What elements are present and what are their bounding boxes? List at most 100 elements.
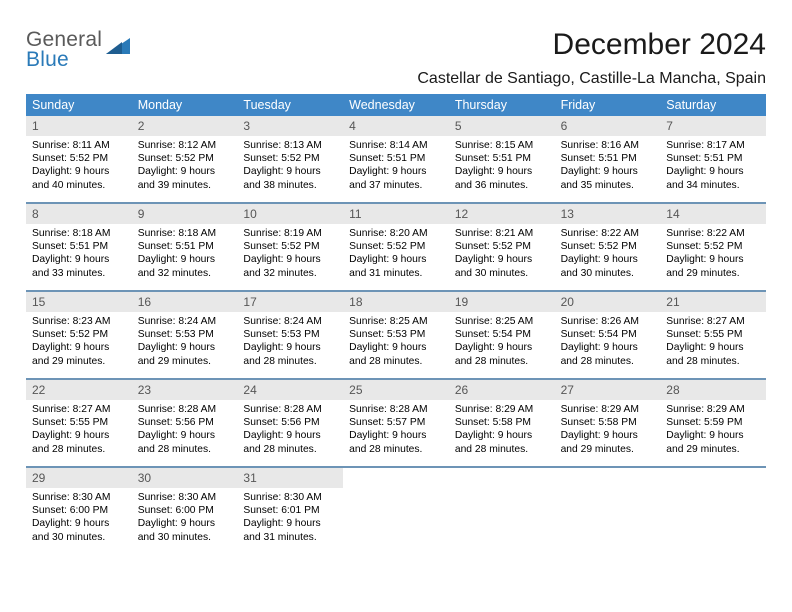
calendar-cell: 3Sunrise: 8:13 AMSunset: 5:52 PMDaylight… — [237, 116, 343, 202]
calendar-cell: 27Sunrise: 8:29 AMSunset: 5:58 PMDayligh… — [555, 380, 661, 466]
page-subtitle: Castellar de Santiago, Castille-La Manch… — [417, 70, 766, 88]
calendar-cell: 4Sunrise: 8:14 AMSunset: 5:51 PMDaylight… — [343, 116, 449, 202]
day-number: 16 — [132, 292, 238, 312]
calendar-cell: 29Sunrise: 8:30 AMSunset: 6:00 PMDayligh… — [26, 468, 132, 554]
day-number: 27 — [555, 380, 661, 400]
day-body: Sunrise: 8:28 AMSunset: 5:57 PMDaylight:… — [343, 400, 449, 462]
day-body: Sunrise: 8:26 AMSunset: 5:54 PMDaylight:… — [555, 312, 661, 374]
logo-text-bottom: Blue — [26, 50, 102, 70]
calendar-cell: 31Sunrise: 8:30 AMSunset: 6:01 PMDayligh… — [237, 468, 343, 554]
day-number: 14 — [660, 204, 766, 224]
day-number: 26 — [449, 380, 555, 400]
day-number: 31 — [237, 468, 343, 488]
day-number: 1 — [26, 116, 132, 136]
dow-tuesday: Tuesday — [237, 94, 343, 116]
day-number: 30 — [132, 468, 238, 488]
day-number: 3 — [237, 116, 343, 136]
calendar-cell: 18Sunrise: 8:25 AMSunset: 5:53 PMDayligh… — [343, 292, 449, 378]
day-body: Sunrise: 8:16 AMSunset: 5:51 PMDaylight:… — [555, 136, 661, 198]
calendar-cell: 14Sunrise: 8:22 AMSunset: 5:52 PMDayligh… — [660, 204, 766, 290]
day-number: 9 — [132, 204, 238, 224]
calendar-week: 29Sunrise: 8:30 AMSunset: 6:00 PMDayligh… — [26, 466, 766, 554]
day-body: Sunrise: 8:29 AMSunset: 5:59 PMDaylight:… — [660, 400, 766, 462]
day-number: 17 — [237, 292, 343, 312]
day-number: 20 — [555, 292, 661, 312]
calendar-body: 1Sunrise: 8:11 AMSunset: 5:52 PMDaylight… — [26, 116, 766, 554]
day-body: Sunrise: 8:18 AMSunset: 5:51 PMDaylight:… — [26, 224, 132, 286]
calendar-cell: 12Sunrise: 8:21 AMSunset: 5:52 PMDayligh… — [449, 204, 555, 290]
day-body: Sunrise: 8:19 AMSunset: 5:52 PMDaylight:… — [237, 224, 343, 286]
dow-header-row: Sunday Monday Tuesday Wednesday Thursday… — [26, 94, 766, 116]
calendar-cell: 15Sunrise: 8:23 AMSunset: 5:52 PMDayligh… — [26, 292, 132, 378]
day-body: Sunrise: 8:12 AMSunset: 5:52 PMDaylight:… — [132, 136, 238, 198]
day-number: 29 — [26, 468, 132, 488]
calendar-cell: 13Sunrise: 8:22 AMSunset: 5:52 PMDayligh… — [555, 204, 661, 290]
day-number: 5 — [449, 116, 555, 136]
day-body: Sunrise: 8:13 AMSunset: 5:52 PMDaylight:… — [237, 136, 343, 198]
day-body: Sunrise: 8:17 AMSunset: 5:51 PMDaylight:… — [660, 136, 766, 198]
day-body: Sunrise: 8:11 AMSunset: 5:52 PMDaylight:… — [26, 136, 132, 198]
day-body: Sunrise: 8:23 AMSunset: 5:52 PMDaylight:… — [26, 312, 132, 374]
calendar-week: 15Sunrise: 8:23 AMSunset: 5:52 PMDayligh… — [26, 290, 766, 378]
day-number: 15 — [26, 292, 132, 312]
calendar-cell: 24Sunrise: 8:28 AMSunset: 5:56 PMDayligh… — [237, 380, 343, 466]
day-number: 6 — [555, 116, 661, 136]
calendar-cell: 30Sunrise: 8:30 AMSunset: 6:00 PMDayligh… — [132, 468, 238, 554]
day-number: 25 — [343, 380, 449, 400]
title-block: December 2024 Castellar de Santiago, Cas… — [417, 28, 766, 88]
logo-triangle-icon — [106, 36, 132, 63]
day-number: 11 — [343, 204, 449, 224]
calendar-cell: 6Sunrise: 8:16 AMSunset: 5:51 PMDaylight… — [555, 116, 661, 202]
day-body: Sunrise: 8:20 AMSunset: 5:52 PMDaylight:… — [343, 224, 449, 286]
day-number: 4 — [343, 116, 449, 136]
day-number: 21 — [660, 292, 766, 312]
calendar-cell: 16Sunrise: 8:24 AMSunset: 5:53 PMDayligh… — [132, 292, 238, 378]
day-number: 10 — [237, 204, 343, 224]
day-body: Sunrise: 8:24 AMSunset: 5:53 PMDaylight:… — [237, 312, 343, 374]
day-number: 28 — [660, 380, 766, 400]
calendar-cell: 23Sunrise: 8:28 AMSunset: 5:56 PMDayligh… — [132, 380, 238, 466]
day-number: 23 — [132, 380, 238, 400]
header: General Blue December 2024 Castellar de … — [26, 28, 766, 88]
calendar-cell: 28Sunrise: 8:29 AMSunset: 5:59 PMDayligh… — [660, 380, 766, 466]
calendar-cell: 25Sunrise: 8:28 AMSunset: 5:57 PMDayligh… — [343, 380, 449, 466]
dow-friday: Friday — [555, 94, 661, 116]
calendar-cell: 20Sunrise: 8:26 AMSunset: 5:54 PMDayligh… — [555, 292, 661, 378]
calendar-cell: 7Sunrise: 8:17 AMSunset: 5:51 PMDaylight… — [660, 116, 766, 202]
day-number: 7 — [660, 116, 766, 136]
dow-saturday: Saturday — [660, 94, 766, 116]
logo-text: General Blue — [26, 30, 102, 70]
day-number: 12 — [449, 204, 555, 224]
day-number: 19 — [449, 292, 555, 312]
day-body: Sunrise: 8:28 AMSunset: 5:56 PMDaylight:… — [132, 400, 238, 462]
calendar-cell: 22Sunrise: 8:27 AMSunset: 5:55 PMDayligh… — [26, 380, 132, 466]
calendar-cell: 26Sunrise: 8:29 AMSunset: 5:58 PMDayligh… — [449, 380, 555, 466]
calendar-cell: 11Sunrise: 8:20 AMSunset: 5:52 PMDayligh… — [343, 204, 449, 290]
calendar-cell: 5Sunrise: 8:15 AMSunset: 5:51 PMDaylight… — [449, 116, 555, 202]
day-body: Sunrise: 8:21 AMSunset: 5:52 PMDaylight:… — [449, 224, 555, 286]
day-body: Sunrise: 8:30 AMSunset: 6:00 PMDaylight:… — [26, 488, 132, 550]
day-body: Sunrise: 8:22 AMSunset: 5:52 PMDaylight:… — [660, 224, 766, 286]
calendar-cell: 2Sunrise: 8:12 AMSunset: 5:52 PMDaylight… — [132, 116, 238, 202]
calendar-cell — [449, 468, 555, 554]
calendar-cell: 19Sunrise: 8:25 AMSunset: 5:54 PMDayligh… — [449, 292, 555, 378]
day-body: Sunrise: 8:25 AMSunset: 5:53 PMDaylight:… — [343, 312, 449, 374]
day-body: Sunrise: 8:22 AMSunset: 5:52 PMDaylight:… — [555, 224, 661, 286]
day-body: Sunrise: 8:18 AMSunset: 5:51 PMDaylight:… — [132, 224, 238, 286]
calendar-cell: 8Sunrise: 8:18 AMSunset: 5:51 PMDaylight… — [26, 204, 132, 290]
dow-sunday: Sunday — [26, 94, 132, 116]
day-body: Sunrise: 8:28 AMSunset: 5:56 PMDaylight:… — [237, 400, 343, 462]
calendar-week: 22Sunrise: 8:27 AMSunset: 5:55 PMDayligh… — [26, 378, 766, 466]
day-body: Sunrise: 8:27 AMSunset: 5:55 PMDaylight:… — [26, 400, 132, 462]
day-number: 2 — [132, 116, 238, 136]
calendar-cell: 1Sunrise: 8:11 AMSunset: 5:52 PMDaylight… — [26, 116, 132, 202]
day-body: Sunrise: 8:25 AMSunset: 5:54 PMDaylight:… — [449, 312, 555, 374]
calendar-cell: 17Sunrise: 8:24 AMSunset: 5:53 PMDayligh… — [237, 292, 343, 378]
calendar-week: 1Sunrise: 8:11 AMSunset: 5:52 PMDaylight… — [26, 116, 766, 202]
day-body: Sunrise: 8:30 AMSunset: 6:00 PMDaylight:… — [132, 488, 238, 550]
calendar-cell: 10Sunrise: 8:19 AMSunset: 5:52 PMDayligh… — [237, 204, 343, 290]
page-title: December 2024 — [417, 28, 766, 62]
day-number: 18 — [343, 292, 449, 312]
day-number: 8 — [26, 204, 132, 224]
calendar-cell — [660, 468, 766, 554]
